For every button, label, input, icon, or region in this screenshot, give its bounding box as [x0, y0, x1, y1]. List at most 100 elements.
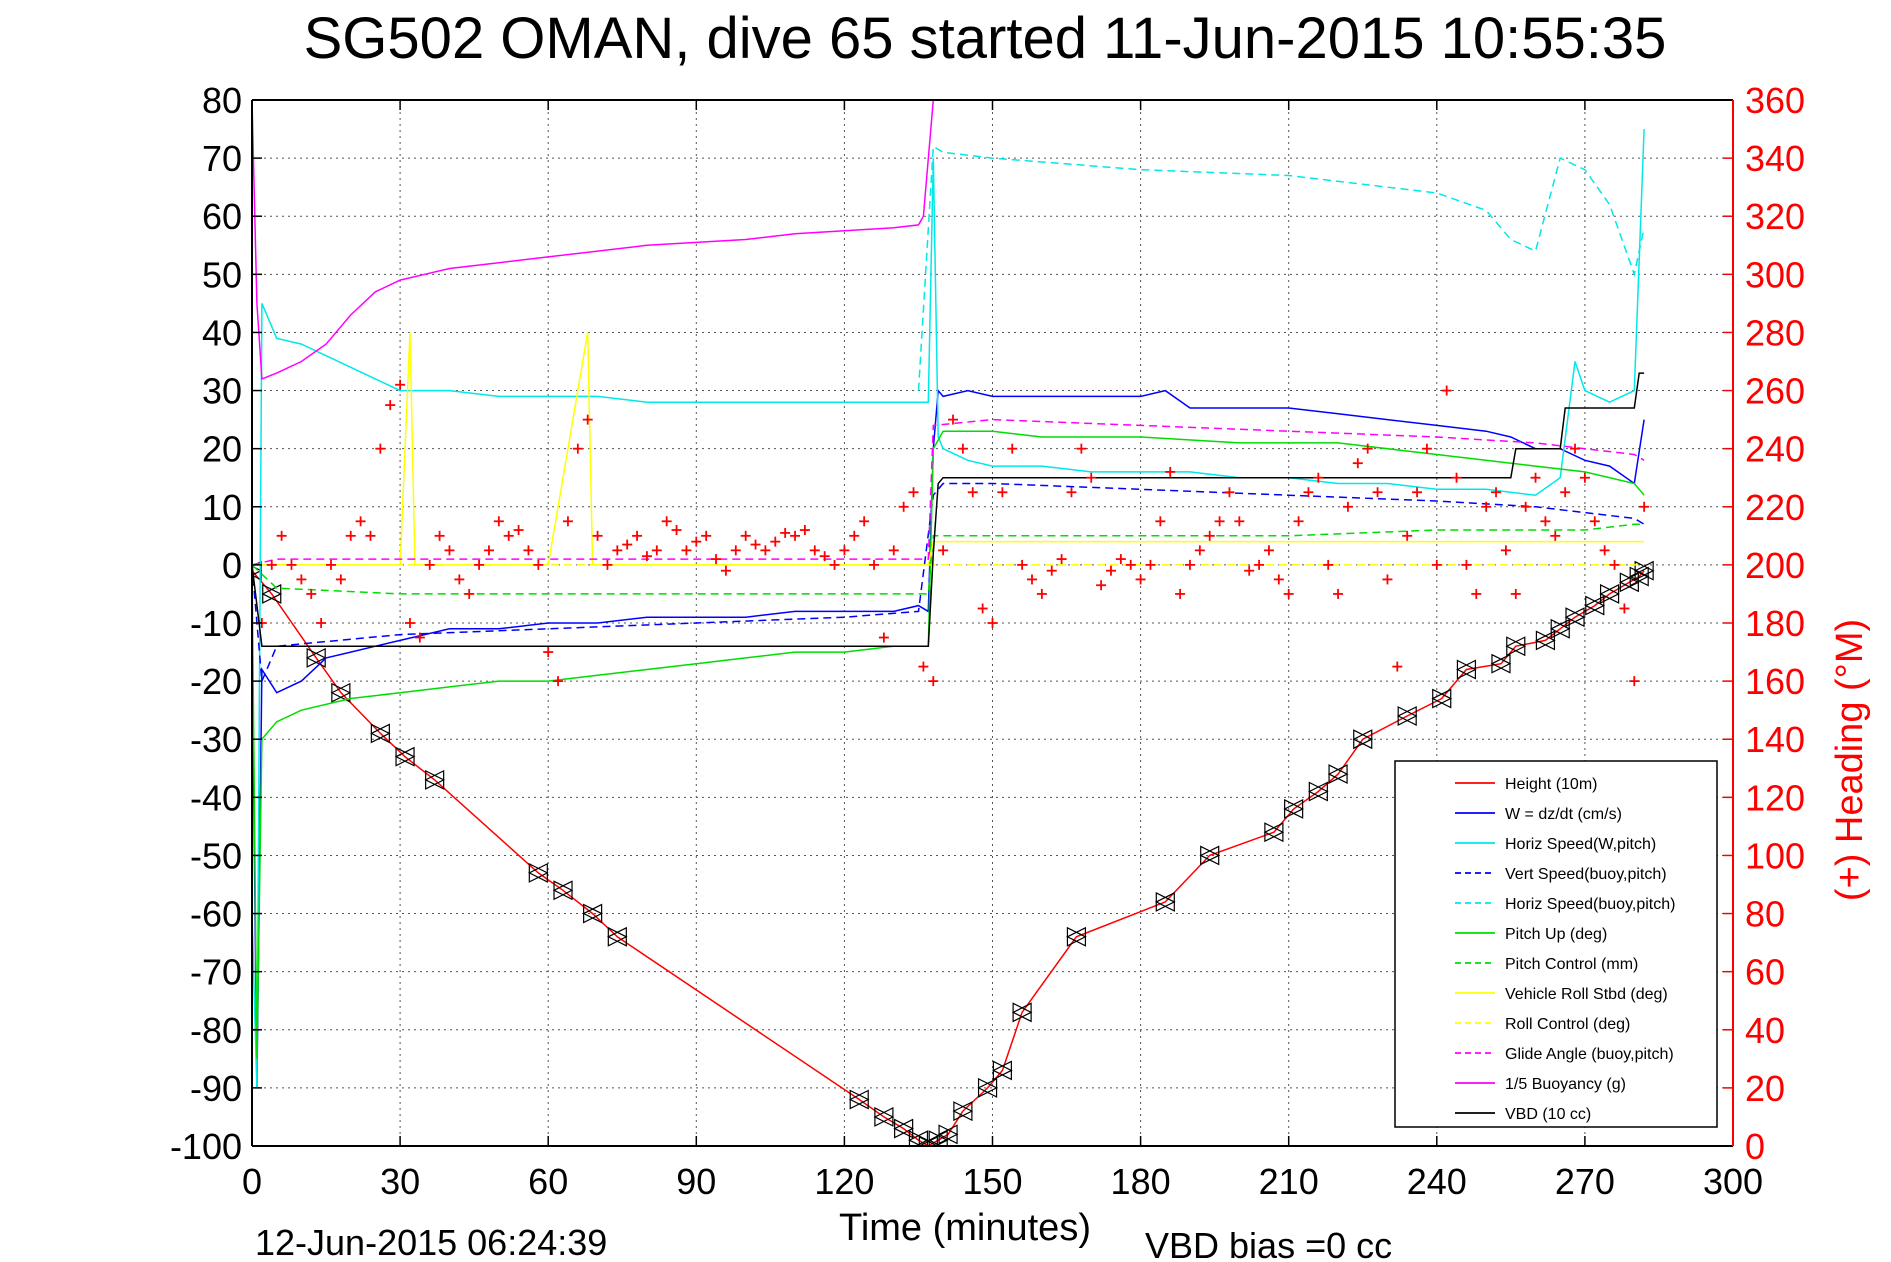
heading-point — [395, 379, 406, 390]
y2-tick-label: 320 — [1745, 196, 1805, 237]
legend-label: Pitch Up (deg) — [1505, 926, 1607, 943]
series-line-horiz-speed-buoy-pitch — [917, 145, 1645, 391]
y2-tick-labels: 3603403203002802602402202001801601401201… — [1745, 80, 1805, 1167]
height-marker-left — [424, 769, 445, 790]
heading-point — [1303, 487, 1314, 498]
heading-point — [740, 530, 751, 541]
x-tick-label: 300 — [1703, 1161, 1763, 1202]
y-tick-label: -50 — [190, 835, 242, 876]
heading-point — [938, 545, 949, 556]
heading-point — [977, 603, 988, 614]
heading-point — [1372, 487, 1383, 498]
heading-point — [1520, 501, 1531, 512]
heading-point — [1066, 487, 1077, 498]
y2-tick-label: 60 — [1745, 952, 1785, 993]
height-marker-left — [330, 682, 351, 703]
heading-point — [404, 618, 415, 628]
height-marker-left — [908, 1130, 929, 1146]
heading-point — [1589, 516, 1600, 527]
height-marker-left — [1154, 891, 1175, 912]
heading-point — [898, 501, 909, 512]
heading-point — [1283, 588, 1294, 599]
x-tick-label: 180 — [1111, 1161, 1171, 1202]
heading-point — [1086, 472, 1097, 483]
heading-point — [1204, 530, 1215, 541]
y2-tick-label: 360 — [1745, 80, 1805, 121]
heading-point — [1451, 472, 1462, 483]
y2-tick-label: 180 — [1745, 603, 1805, 644]
heading-point — [1194, 545, 1205, 556]
heading-point — [1017, 559, 1028, 570]
heading-point — [335, 574, 346, 585]
height-marker-left — [1352, 729, 1373, 750]
heading-point — [1155, 516, 1166, 527]
y-tick-label: -40 — [190, 777, 242, 818]
y2-tick-label: 120 — [1745, 777, 1805, 818]
heading-point — [1530, 472, 1541, 483]
heading-point — [1175, 588, 1186, 599]
heading-point — [1135, 574, 1146, 585]
heading-point — [1629, 676, 1640, 687]
height-marker-left — [1307, 781, 1328, 802]
heading-point — [1293, 516, 1304, 527]
legend: Height (10m) W = dz/dt (cm/s) Horiz Speed(… — [1394, 760, 1718, 1128]
y2-tick-label: 280 — [1745, 312, 1805, 353]
heading-point — [1214, 516, 1225, 527]
height-marker-left — [261, 583, 282, 604]
heading-point — [809, 545, 820, 556]
y-tick-label: -80 — [190, 1010, 242, 1051]
y-tick-label: -20 — [190, 661, 242, 702]
series-line-vehicle-roll-stbd-deg — [252, 332, 1645, 566]
heading-point — [464, 588, 475, 599]
heading-point — [622, 539, 633, 550]
heading-point — [592, 530, 603, 541]
height-marker-left — [952, 1101, 973, 1122]
y-tick-label: 40 — [202, 312, 242, 353]
heading-point — [276, 530, 287, 541]
series-line-glide-angle-buoy-pitch — [252, 418, 1645, 566]
height-marker-left — [1396, 706, 1417, 726]
heading-point — [414, 632, 425, 643]
x-axis-label: Time (minutes) — [839, 1207, 1091, 1249]
heading-point — [760, 545, 771, 556]
heading-point — [286, 559, 297, 570]
heading-point — [602, 559, 613, 570]
height-marker-left — [1283, 798, 1304, 819]
heading-point — [1570, 443, 1581, 454]
heading-point — [987, 618, 998, 628]
heading-point — [296, 574, 307, 585]
height-marker-left — [1618, 572, 1639, 593]
heading-point — [770, 536, 781, 547]
heading-point — [908, 487, 919, 498]
heading-point — [1234, 516, 1245, 527]
grid-lines — [252, 100, 1733, 1146]
heading-point — [997, 487, 1008, 498]
series-line-1-5-buoyancy-g — [252, 100, 935, 380]
height-marker-left — [1327, 764, 1348, 785]
heading-point — [888, 545, 899, 556]
footer-timestamp: 12-Jun-2015 06:24:39 — [255, 1222, 607, 1262]
series-line-height-10m — [252, 570, 1645, 1146]
heading-point — [1421, 443, 1432, 454]
heading-point — [1481, 501, 1492, 512]
heading-point — [503, 530, 514, 541]
y2-tick-label: 40 — [1745, 1010, 1785, 1051]
heading-point — [1550, 530, 1561, 541]
heading-point — [572, 443, 583, 454]
heading-point — [661, 516, 672, 527]
legend-label: Vehicle Roll Stbd (deg) — [1505, 986, 1668, 1003]
y2-tick-label: 240 — [1745, 429, 1805, 470]
x-tick-label: 0 — [242, 1161, 262, 1202]
heading-point — [1096, 580, 1107, 591]
height-marker-left — [252, 560, 262, 581]
heading-point — [582, 414, 593, 425]
y-tick-label: 60 — [202, 196, 242, 237]
y-tick-label: 50 — [202, 254, 242, 295]
series-line-pitch-control-mm — [252, 523, 1645, 595]
heading-point — [1579, 472, 1590, 483]
height-marker-left — [1584, 595, 1605, 616]
legend-label: Vert Speed(buoy,pitch) — [1505, 866, 1667, 883]
heading-point — [641, 551, 652, 562]
legend-label: Pitch Control (mm) — [1505, 956, 1638, 973]
